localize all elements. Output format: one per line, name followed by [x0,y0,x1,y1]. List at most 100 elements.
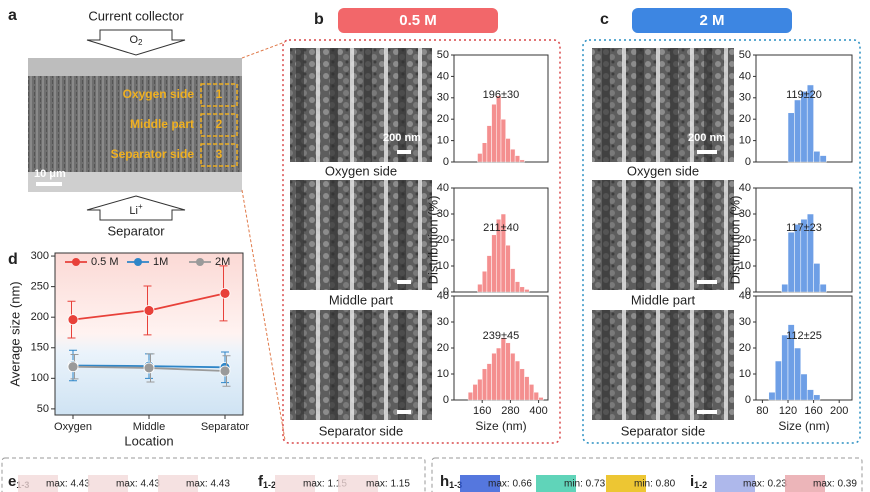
x-tick-label: 160 [473,405,491,417]
bottom-label: Separator [107,223,165,238]
sem-streaks [290,310,432,420]
strip-thumb [785,475,825,492]
bar [505,138,511,163]
bar [481,270,488,293]
y-tick-label: 20 [437,342,449,354]
zoom-line [241,41,286,59]
bar [486,125,492,163]
legend-label: 1M [153,256,168,268]
y-tick-label: 0 [443,286,449,298]
group-box [282,39,561,444]
bar [486,255,492,293]
bar [491,103,497,163]
bar [524,289,530,293]
strip-text: max: 0.66 [488,479,532,490]
bar [806,213,814,293]
y-tick-label: 0 [745,156,751,168]
bar [794,347,802,401]
bar [813,263,821,293]
x-tick-label: 160 [804,405,822,417]
region-name: Separator side [111,147,195,161]
strip-thumb [715,475,755,492]
legend-marker [196,258,204,266]
top-label: Current collector [88,8,184,23]
annotation: 211±40 [483,222,519,234]
y-tick-label: 100 [31,372,49,384]
region-number: 1 [216,87,223,101]
annotation: 196±30 [483,89,520,101]
bar [806,389,814,401]
point [219,365,231,377]
li-sup: + [138,202,143,211]
image-label: Oxygen side [627,163,699,178]
header-pill [632,8,792,33]
bar [500,118,506,163]
bar [510,148,516,163]
strip-thumb [606,475,646,492]
sem-streaks [592,48,734,162]
strip-sub: 1-2 [694,480,707,490]
y-tick-label: 20 [437,234,449,246]
region-name: Oxygen side [123,87,195,101]
region-box [200,113,238,137]
legend-marker [72,258,80,266]
y-tick-label: 0 [443,394,449,406]
bar [519,286,525,293]
y-tick-label: 50 [437,49,449,61]
bar [477,283,483,293]
point [143,362,155,374]
y-tick-label: 10 [739,135,751,147]
plot-background [54,252,244,416]
bar [491,352,497,401]
bar [477,378,483,401]
strip-letter: f [258,473,264,490]
bar [519,368,525,401]
bar [768,391,776,401]
bar [467,391,474,401]
scale-label: 200 nm [383,132,421,144]
strip-thumb [338,475,378,492]
image-label: Separator side [319,423,404,438]
bar [819,283,827,293]
y-tick-label: 200 [31,311,49,323]
strip-text: max: 4.43 [46,479,90,490]
sem-streaks [290,48,432,162]
strip-box [431,457,863,492]
sem-bottom [28,172,242,192]
y-tick-label: 20 [739,234,751,246]
y-tick-label: 300 [31,250,49,262]
x-tick-label: 280 [501,405,519,417]
y-tick-label: 40 [739,290,751,302]
x-tick-label: 80 [756,405,768,417]
scale-bar [397,410,411,414]
scale-bar [397,280,411,284]
image-label: Separator side [621,423,706,438]
point [67,361,79,373]
scale-label: 10 μm [34,168,66,180]
image-label: Middle part [329,292,394,307]
panel-label: b [314,11,324,28]
strip-text: min: 0.80 [634,479,676,490]
x-axis-label: Size (nm) [475,419,526,433]
o2-arrow [86,29,186,56]
x-axis-label: Size (nm) [778,419,829,433]
strip-text: min: 0.73 [564,479,606,490]
li-text: Li [129,205,138,217]
y-tick-label: 50 [37,403,49,415]
strip-text: max: 1.15 [303,479,347,490]
bar [800,373,808,401]
o2-sub: 2 [138,38,143,47]
bar [533,391,539,401]
scale-label: 200 nm [688,132,726,144]
strip-letter: i [690,473,694,490]
bar [819,155,827,163]
bar [505,342,511,401]
y-tick-label: 20 [739,113,751,125]
bar [794,99,802,163]
y-tick-label: 20 [739,342,751,354]
point [67,314,79,326]
bar [481,368,488,401]
scale-bar [697,280,717,284]
scale-bar [36,182,62,186]
panel-label: a [8,7,17,24]
